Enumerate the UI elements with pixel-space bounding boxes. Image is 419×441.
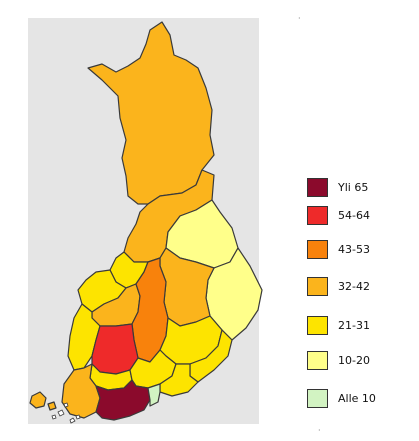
region-ita-uusimaa[interactable]	[147, 383, 161, 407]
islet	[57, 409, 65, 417]
stray-dot: ·	[318, 426, 321, 435]
islet	[69, 417, 76, 424]
islet	[75, 414, 81, 420]
region-satakunta[interactable]	[67, 303, 101, 371]
islet	[51, 414, 57, 420]
region-pirkanmaa[interactable]	[91, 323, 139, 375]
region-kymenlaakso[interactable]	[159, 363, 199, 397]
region-lappi[interactable]	[87, 21, 215, 205]
stray-dot: ·	[298, 14, 301, 23]
region-ahvenanmaa-island	[47, 401, 57, 411]
region-ahvenanmaa[interactable]	[29, 391, 47, 409]
region-uusimaa[interactable]	[95, 379, 151, 421]
islet	[63, 402, 69, 408]
archipelago-islets	[51, 402, 81, 424]
